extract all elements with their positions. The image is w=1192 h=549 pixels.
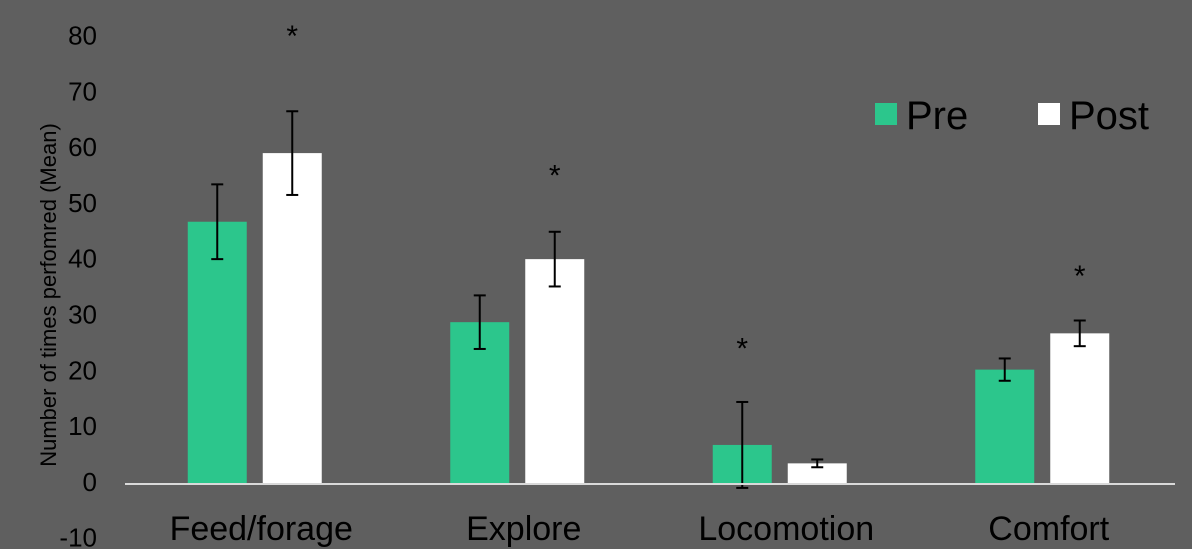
x-category-label: Explore xyxy=(466,510,581,548)
significance-marker: * xyxy=(286,20,298,53)
x-category-label: Comfort xyxy=(988,510,1109,548)
x-axis-categories: Feed/forage Explore Locomotion Comfort xyxy=(170,510,1110,548)
y-tick-label: 10 xyxy=(68,411,97,441)
bar-post-3 xyxy=(1050,333,1110,484)
significance-marker: * xyxy=(736,333,748,366)
y-tick-label: 0 xyxy=(83,467,97,497)
error-bar xyxy=(998,357,1011,382)
bar-pre-3 xyxy=(975,369,1035,484)
significance-marker: * xyxy=(1074,260,1086,293)
legend: Pre Post xyxy=(875,94,1149,138)
y-tick-label: 60 xyxy=(68,132,97,162)
error-bar xyxy=(1073,319,1086,348)
y-axis-ticks: 80 70 60 50 40 30 20 10 0 -10 xyxy=(59,20,97,549)
error-bar xyxy=(473,294,486,350)
bars-group xyxy=(187,153,1110,485)
bar-post-1 xyxy=(525,259,585,484)
bar-post-0 xyxy=(262,153,322,484)
significance-markers: * * * * xyxy=(286,20,1086,365)
y-tick-label: -10 xyxy=(59,523,97,549)
error-bars-group xyxy=(211,110,1086,489)
error-bar xyxy=(736,400,749,489)
x-category-label: Feed/forage xyxy=(170,510,353,548)
y-tick-label: 30 xyxy=(68,299,97,329)
bar-post-2 xyxy=(787,463,847,484)
y-tick-label: 20 xyxy=(68,355,97,385)
significance-marker: * xyxy=(549,160,561,193)
y-tick-label: 40 xyxy=(68,244,97,274)
x-category-label: Locomotion xyxy=(698,510,874,548)
bar-pre-0 xyxy=(187,221,247,485)
y-axis-title: Number of times perfomred (Mean) xyxy=(36,123,61,467)
error-bar xyxy=(286,110,299,196)
y-tick-label: 70 xyxy=(68,76,97,106)
error-bar xyxy=(811,458,824,469)
error-bar xyxy=(548,230,561,288)
legend-swatch-pre xyxy=(875,103,897,125)
legend-swatch-post xyxy=(1038,103,1060,125)
y-tick-label: 80 xyxy=(68,20,97,50)
error-bar xyxy=(211,183,224,261)
legend-label-pre: Pre xyxy=(906,94,968,138)
legend-label-post: Post xyxy=(1069,94,1149,138)
y-tick-label: 50 xyxy=(68,188,97,218)
